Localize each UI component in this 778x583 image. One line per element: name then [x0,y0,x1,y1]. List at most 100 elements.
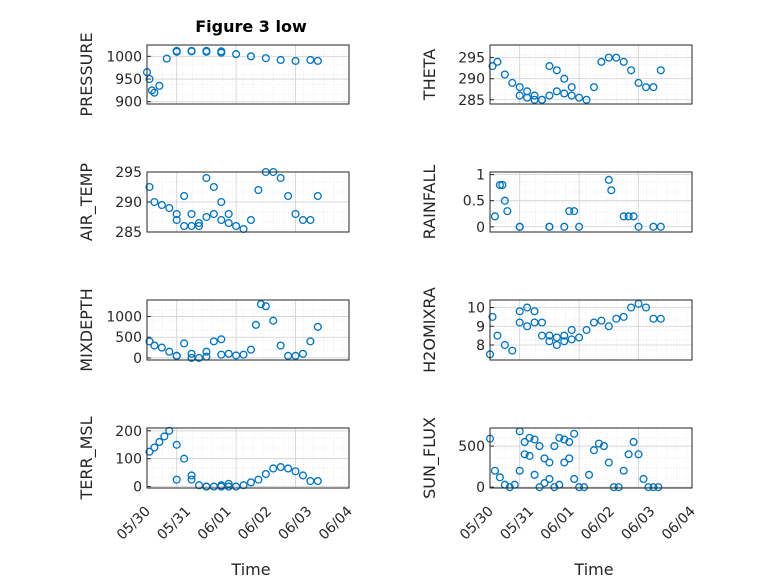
data-point [187,209,196,219]
data-point [269,316,278,325]
data-point [187,475,196,484]
data-point [298,471,308,480]
data-point [525,451,534,460]
data-point [515,307,524,316]
data-point [582,325,591,335]
data-point [239,481,248,490]
data-point [298,349,308,358]
data-point [515,83,524,92]
x-axis-label-left: Time [230,560,270,579]
data-point [232,482,241,491]
data-point [224,479,233,488]
data-point [313,56,322,65]
data-point [545,62,554,71]
y-tick-label: 1000 [106,49,142,65]
y-tick-label: 295 [115,165,142,181]
data-point [654,483,663,492]
x-tick-label: 05/30 [457,504,497,544]
data-point [508,346,517,355]
data-point [291,351,300,360]
data-point [224,218,233,228]
data-point [609,483,618,492]
data-point [627,303,636,312]
x-tick-label: 05/30 [114,504,154,544]
data-point [202,47,211,56]
data-point [493,57,502,66]
data-point [269,464,278,473]
data-point [584,470,594,479]
data-point [537,95,547,104]
data-point [217,350,226,359]
data-point [555,433,564,442]
y-tick-label: 500 [115,330,142,346]
data-point [209,209,218,219]
data-point [261,469,270,479]
data-point [545,474,554,484]
data-point [641,303,651,312]
y-axis-label: PRESSURE [77,32,96,116]
y-axis-label: RAINFALL [420,165,439,240]
data-point [614,483,623,492]
data-point [552,340,561,350]
data-point [172,209,181,219]
data-point [172,440,181,449]
y-tick-label: 0 [133,351,142,367]
x-tick-label: 06/02 [235,504,275,544]
y-tick-label: 500 [458,439,485,455]
data-point [313,322,322,331]
data-point [209,182,218,192]
data-point [560,458,569,467]
data-point [624,212,633,221]
figure-title: Figure 3 low [195,17,307,36]
data-point [634,222,643,231]
data-point [187,471,196,480]
data-point [515,466,524,475]
axes-box [489,427,693,489]
data-point [644,483,653,492]
axes-box [489,171,693,233]
data-point [560,89,569,98]
data-point [172,46,181,55]
data-point [560,435,569,444]
data-point [545,458,554,467]
data-point [202,482,211,491]
data-point [580,483,589,492]
data-point [545,222,554,231]
data-point [224,349,233,358]
data-point [515,318,524,327]
panel-pressure: 900 950 1000 PRESSURE [77,32,350,117]
data-point [217,335,226,344]
data-point [508,78,517,87]
x-tick-label: 06/03 [619,504,659,544]
data-point [155,437,164,447]
data-point [597,57,606,66]
data-point [604,458,613,467]
data-point [604,175,613,184]
data-point [150,443,159,452]
data-point [232,351,241,360]
data-point [165,203,174,213]
data-point [145,74,154,84]
y-tick-label: 290 [115,195,142,211]
data-point [147,86,157,95]
data-point [612,53,621,62]
x-tick-label: 06/02 [578,504,618,544]
data-point [145,337,154,346]
data-point [313,191,322,201]
data-point [172,351,181,360]
data-point [552,87,561,96]
data-point [612,314,621,323]
data-point [597,316,606,325]
y-axis-label: H2OMIXRA [420,287,439,373]
data-point [565,454,574,463]
data-point [187,353,196,362]
data-point [575,222,584,231]
axes-box [146,299,350,361]
data-point [246,52,256,61]
data-point [523,93,532,102]
data-point [276,463,285,472]
data-point [567,91,576,100]
data-point [490,466,500,475]
x-axis-label-right: Time [573,560,613,579]
